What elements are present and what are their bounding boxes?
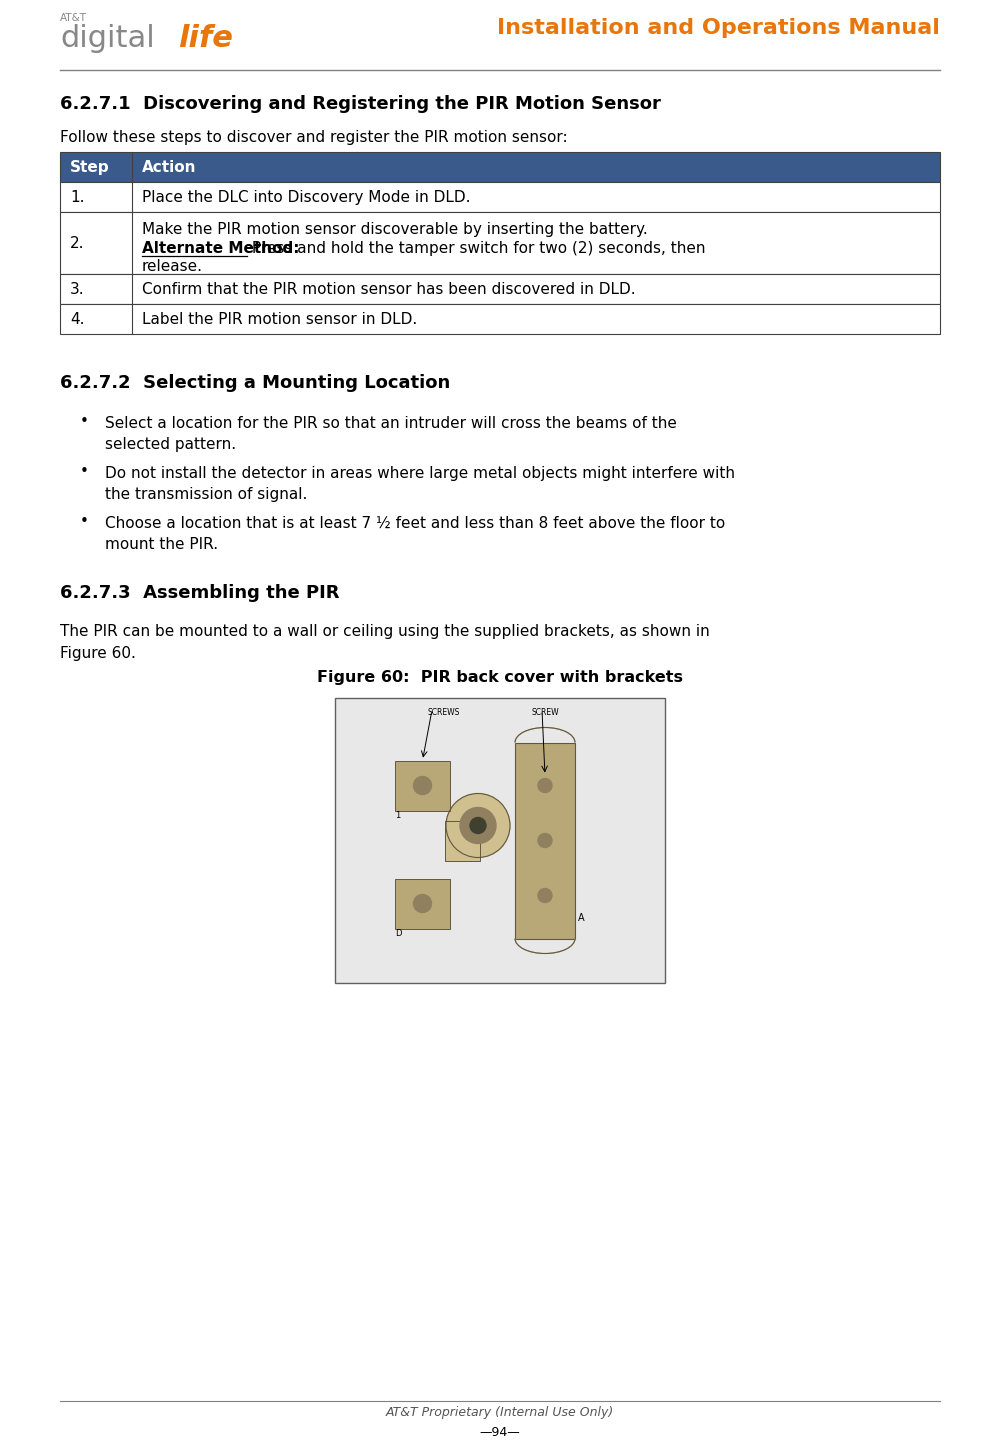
Text: D: D (395, 928, 402, 938)
Text: •: • (80, 465, 89, 479)
Bar (60, 152, 940, 182)
Text: Step: Step (70, 160, 110, 175)
Text: Choose a location that is at least 7 ½ feet and less than 8 feet above the floor: Choose a location that is at least 7 ½ f… (105, 517, 725, 553)
Circle shape (460, 808, 496, 844)
Text: Installation and Operations Manual: Installation and Operations Manual (497, 17, 940, 38)
Text: Confirm that the PIR motion sensor has been discovered in DLD.: Confirm that the PIR motion sensor has b… (142, 281, 636, 296)
Text: Press and hold the tamper switch for two (2) seconds, then: Press and hold the tamper switch for two… (247, 241, 706, 255)
Bar (395, 879, 450, 928)
Circle shape (414, 895, 431, 912)
Circle shape (538, 779, 552, 792)
Text: —94—: —94— (480, 1426, 520, 1439)
Circle shape (470, 818, 486, 834)
Text: The PIR can be mounted to a wall or ceiling using the supplied brackets, as show: The PIR can be mounted to a wall or ceil… (60, 623, 710, 661)
Text: 1: 1 (395, 811, 400, 820)
Bar (335, 698, 665, 983)
Text: Alternate Method:: Alternate Method: (142, 241, 300, 255)
Text: •: • (80, 414, 89, 429)
Text: 3.: 3. (70, 281, 85, 296)
Text: 6.2.7.3  Assembling the PIR: 6.2.7.3 Assembling the PIR (60, 584, 340, 602)
Bar (60, 304, 940, 333)
Bar (60, 212, 940, 274)
Circle shape (538, 834, 552, 847)
Text: Place the DLC into Discovery Mode in DLD.: Place the DLC into Discovery Mode in DLD… (142, 189, 471, 205)
Text: 2.: 2. (70, 235, 84, 251)
Text: AT&T Proprietary (Internal Use Only): AT&T Proprietary (Internal Use Only) (386, 1405, 614, 1418)
Text: 1.: 1. (70, 189, 84, 205)
Text: Figure 60:  PIR back cover with brackets: Figure 60: PIR back cover with brackets (317, 670, 683, 685)
Text: AT&T: AT&T (60, 13, 87, 23)
Text: 6.2.7.2  Selecting a Mounting Location: 6.2.7.2 Selecting a Mounting Location (60, 374, 450, 392)
Bar (445, 821, 480, 860)
Bar (515, 743, 575, 938)
Text: release.: release. (142, 258, 203, 274)
Bar (60, 274, 940, 304)
Bar (395, 760, 450, 811)
Text: SCREWS: SCREWS (428, 709, 460, 717)
Text: •: • (80, 514, 89, 530)
Text: A: A (578, 912, 585, 922)
Text: Action: Action (142, 160, 196, 175)
Circle shape (446, 794, 510, 857)
Text: SCREW: SCREW (532, 709, 560, 717)
Text: 6.2.7.1  Discovering and Registering the PIR Motion Sensor: 6.2.7.1 Discovering and Registering the … (60, 95, 661, 113)
Text: Follow these steps to discover and register the PIR motion sensor:: Follow these steps to discover and regis… (60, 130, 568, 144)
Text: Make the PIR motion sensor discoverable by inserting the battery.: Make the PIR motion sensor discoverable … (142, 222, 648, 237)
Text: digital: digital (60, 25, 155, 53)
Circle shape (538, 889, 552, 902)
Text: Do not install the detector in areas where large metal objects might interfere w: Do not install the detector in areas whe… (105, 466, 735, 502)
Bar (60, 182, 940, 212)
Circle shape (414, 776, 431, 795)
Text: Label the PIR motion sensor in DLD.: Label the PIR motion sensor in DLD. (142, 312, 417, 326)
Text: Select a location for the PIR so that an intruder will cross the beams of the
se: Select a location for the PIR so that an… (105, 416, 677, 452)
Text: 4.: 4. (70, 312, 84, 326)
Text: life: life (178, 25, 233, 53)
